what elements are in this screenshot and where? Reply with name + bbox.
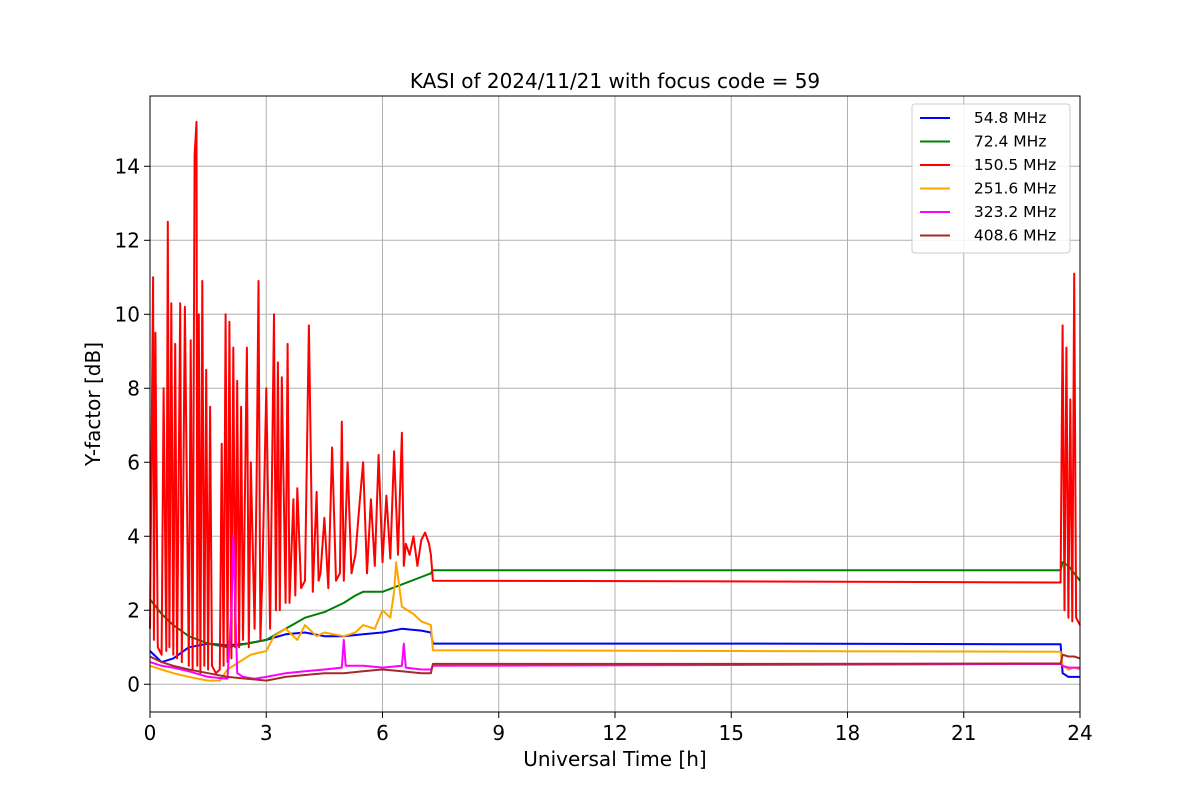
x-tick-label: 0 (144, 721, 157, 745)
y-tick-label: 2 (127, 598, 140, 622)
x-tick-label: 3 (260, 721, 273, 745)
y-tick-label: 4 (127, 524, 140, 548)
y-tick-label: 6 (127, 450, 140, 474)
x-axis-label: Universal Time [h] (523, 747, 706, 771)
x-tick-label: 15 (719, 721, 744, 745)
series-line-2 (149, 120, 1081, 675)
legend-label: 251.6 MHz (964, 180, 1056, 198)
legend-box (911, 103, 1071, 254)
legend-label: 408.6 MHz (964, 227, 1056, 245)
x-tick-label: 12 (602, 721, 627, 745)
series-line-4 (149, 535, 1080, 680)
series-line-3 (149, 561, 1081, 682)
legend-label: 323.2 MHz (964, 203, 1056, 221)
plot-area (149, 120, 1081, 682)
chart-title: KASI of 2024/11/21 with focus code = 59 (410, 69, 820, 93)
x-tick-label: 18 (835, 721, 860, 745)
x-tick-label: 6 (376, 721, 389, 745)
y-tick-label: 0 (127, 672, 140, 696)
series-line-5 (149, 653, 1081, 682)
legend: 54.8 MHz 72.4 MHz 150.5 MHz 251.6 MHz 32… (911, 103, 1071, 254)
legend-label: 72.4 MHz (964, 133, 1046, 151)
x-tick-label: 21 (951, 721, 976, 745)
legend-label: 54.8 MHz (964, 109, 1046, 127)
y-tick-label: 14 (115, 154, 140, 178)
legend-label: 150.5 MHz (964, 156, 1056, 174)
x-tick-label: 24 (1067, 721, 1092, 745)
y-tick-label: 8 (127, 376, 140, 400)
y-tick-label: 12 (115, 228, 140, 252)
y-axis-label: Y-factor [dB] (81, 342, 105, 467)
x-tick-label: 9 (492, 721, 505, 745)
y-tick-label: 10 (115, 302, 140, 326)
